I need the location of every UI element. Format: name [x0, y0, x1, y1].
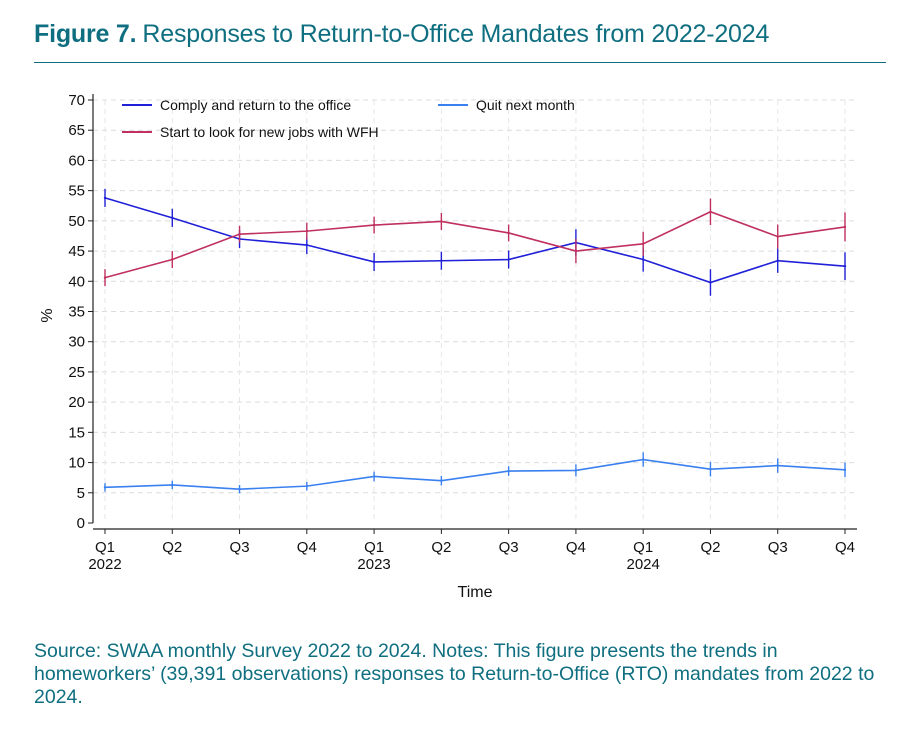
legend-label: Comply and return to the office [160, 97, 351, 113]
y-tick-label: 50 [68, 213, 85, 230]
series-group [103, 188, 847, 494]
data-point [372, 260, 376, 264]
data-point [776, 259, 779, 262]
series-1 [103, 188, 847, 296]
figure-title-text: Responses to Return-to-Office Mandates f… [142, 20, 770, 48]
x-tick-year-label: 2024 [626, 556, 659, 573]
series-3 [103, 452, 847, 494]
title-divider [34, 62, 886, 63]
y-tick-label: 35 [68, 304, 85, 321]
y-axis-title: % [39, 308, 56, 322]
data-point [776, 235, 779, 238]
y-tick-label: 20 [68, 394, 85, 411]
data-point [305, 229, 309, 233]
data-point [776, 464, 779, 467]
data-point [507, 469, 510, 473]
data-point [641, 458, 645, 461]
data-point [103, 276, 107, 279]
data-point [709, 210, 712, 213]
y-tick-label: 45 [68, 243, 85, 260]
data-point [507, 258, 510, 261]
x-tick-label: Q1 [633, 539, 653, 556]
legend-label: Start to look for new jobs with WFH [160, 124, 379, 140]
x-axis-title: Time [458, 584, 493, 601]
x-tick-label: Q2 [700, 539, 720, 556]
figure-title: Figure 7. Responses to Return-to-Office M… [34, 20, 886, 49]
series-line [104, 458, 846, 490]
data-point [843, 468, 847, 472]
y-tick-label: 5 [77, 485, 85, 502]
y-tick-label: 40 [68, 273, 85, 290]
y-tick-label: 0 [77, 515, 85, 532]
y-tick-label: 60 [68, 152, 85, 169]
y-tick-label: 70 [68, 92, 85, 109]
y-tick-label: 30 [68, 334, 85, 351]
y-tick-label: 25 [68, 364, 85, 381]
data-point [641, 258, 645, 261]
y-tick-label: 10 [68, 455, 85, 472]
x-tick-label: Q4 [566, 539, 586, 556]
data-point [440, 259, 443, 262]
data-point [103, 486, 107, 489]
x-tick-label: Q3 [499, 539, 519, 556]
data-point [238, 232, 241, 236]
y-tick-label: 65 [68, 122, 85, 139]
legend-label: Quit next month [476, 97, 575, 113]
data-point [305, 243, 309, 247]
x-tick-label: Q3 [768, 539, 788, 556]
data-point [171, 483, 174, 487]
data-point [171, 258, 174, 261]
data-point [440, 220, 443, 223]
x-tick-label: Q2 [162, 539, 182, 556]
figure-header: Figure 7. Responses to Return-to-Office M… [34, 20, 886, 49]
legend: Comply and return to the office Start to … [122, 97, 575, 140]
series-line [104, 197, 846, 284]
data-point [843, 225, 847, 229]
x-tick-year-label: 2022 [88, 556, 121, 573]
data-point [305, 484, 309, 488]
x-tick-label: Q4 [835, 539, 855, 556]
x-tick-label: Q1 [95, 539, 115, 556]
data-point [641, 242, 645, 246]
series-2 [103, 198, 847, 287]
x-tick-year-label: 2023 [357, 556, 390, 573]
y-tick-label: 55 [68, 183, 85, 200]
data-point [574, 249, 578, 253]
x-tick-label: Q3 [230, 539, 250, 556]
x-tick-label: Q2 [431, 539, 451, 556]
data-point [709, 468, 712, 471]
data-point [103, 196, 107, 200]
series-line [104, 210, 846, 279]
data-point [238, 487, 241, 491]
gridlines [93, 99, 857, 523]
data-point [171, 216, 174, 220]
y-tick-label: 15 [68, 424, 85, 441]
data-point [574, 469, 578, 472]
legend-item: Start to look for new jobs with WFH [122, 124, 379, 140]
data-point [372, 475, 376, 478]
data-point [507, 231, 510, 235]
source-note: Source: SWAA monthly Survey 2022 to 2024… [34, 640, 875, 708]
data-point [709, 281, 712, 284]
legend-item: Comply and return to the office [122, 97, 351, 113]
figure-label: Figure 7. [34, 20, 137, 48]
legend-item: Quit next month [438, 97, 575, 113]
x-tick-label: Q1 [364, 539, 384, 556]
data-point [440, 479, 443, 482]
data-point [843, 264, 847, 268]
data-point [372, 223, 376, 227]
x-tick-label: Q4 [297, 539, 317, 556]
